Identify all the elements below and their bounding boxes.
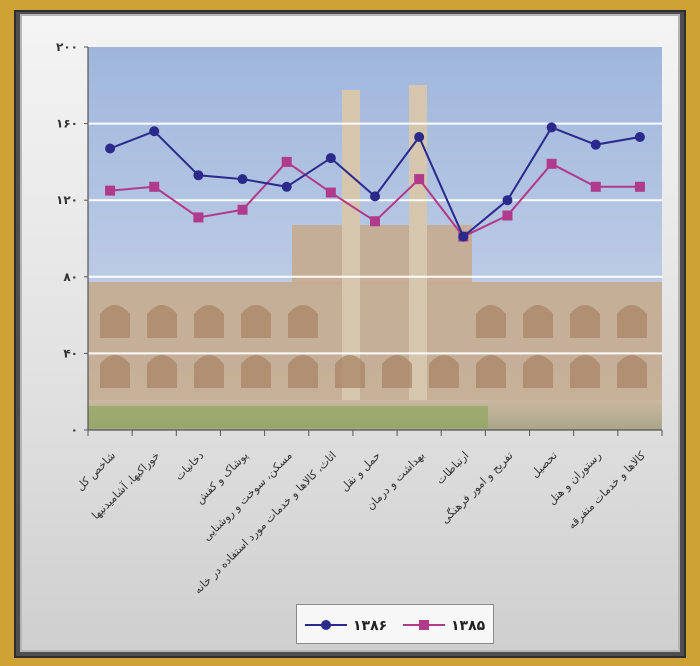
building-facade — [88, 282, 662, 400]
arch-shape — [100, 355, 130, 388]
arch-shape — [476, 305, 506, 338]
arch-shape — [147, 305, 177, 338]
legend-label: ۱۳۸۵ — [451, 618, 486, 634]
y-tick-label: ۱۶۰ — [56, 117, 78, 131]
lawn-area — [88, 406, 488, 428]
data-point — [502, 195, 513, 206]
data-point — [325, 153, 336, 164]
data-point — [325, 187, 336, 198]
arch-shape — [476, 355, 506, 388]
arch-shape — [523, 305, 553, 338]
data-point — [634, 181, 645, 192]
data-point — [458, 231, 469, 242]
data-point — [281, 181, 292, 192]
data-point — [370, 191, 380, 202]
legend-marker — [419, 620, 429, 630]
data-point — [105, 185, 116, 196]
y-tick-label: ۸۰ — [63, 270, 78, 284]
data-point — [237, 174, 248, 185]
right-minaret — [409, 85, 427, 400]
x-tick-label: کالاها و خدمات متفرقه — [565, 448, 648, 531]
arch-shape — [288, 305, 318, 338]
data-series — [105, 122, 645, 242]
y-tick-label: ۲۰۰ — [56, 40, 78, 54]
arch-shape — [288, 355, 318, 388]
left-minaret — [342, 90, 360, 400]
y-axis: ۰ ۴۰ ۸۰ ۱۲۰ ۱۶۰ ۲۰۰ — [56, 40, 89, 437]
data-point — [414, 174, 425, 185]
x-tick-label: تحصیل — [528, 449, 559, 480]
arch-shape — [100, 305, 130, 338]
arcade-arches — [100, 305, 647, 388]
data-point — [634, 132, 645, 143]
arch-shape — [570, 305, 600, 338]
data-point — [502, 210, 513, 221]
arch-shape — [617, 305, 647, 338]
arch-shape — [523, 355, 553, 388]
arch-shape — [335, 355, 365, 388]
y-tick-label: ۱۲۰ — [56, 193, 78, 207]
legend-label: ۱۳۸۶ — [353, 618, 387, 634]
data-point — [546, 158, 557, 169]
data-point — [546, 122, 557, 133]
y-tick-label: ۴۰ — [63, 346, 78, 360]
legend-svg: ۱۳۸۶ ۱۳۸۵ — [305, 618, 486, 634]
arch-shape — [194, 355, 224, 388]
arch-shape — [241, 355, 271, 388]
x-tick-label: حمل و نقل — [338, 449, 383, 494]
x-tick-label: دخانیات — [172, 449, 206, 483]
data-point — [149, 126, 160, 137]
arch-shape — [617, 355, 647, 388]
data-point — [590, 139, 601, 150]
data-point — [281, 156, 292, 167]
x-tick-label: شاخص کل — [74, 449, 118, 493]
y-tick-label: ۰ — [71, 423, 78, 437]
arch-shape — [570, 355, 600, 388]
arch-shape — [429, 355, 459, 388]
x-tick-label: ارتباطات — [434, 449, 472, 487]
arch-shape — [241, 305, 271, 338]
data-point — [414, 132, 425, 143]
arch-shape — [382, 355, 412, 388]
legend-marker — [321, 620, 331, 630]
x-tick-label: مسکن، سوخت و روشنایی — [200, 449, 295, 544]
data-point — [193, 170, 204, 181]
data-point — [237, 204, 248, 215]
data-point — [193, 212, 204, 223]
data-point — [149, 181, 160, 192]
data-point — [370, 216, 380, 227]
data-point — [590, 181, 601, 192]
central-iwan — [292, 225, 472, 285]
arch-shape — [147, 355, 177, 388]
legend: ۱۳۸۶ ۱۳۸۵ — [296, 604, 494, 644]
background-photo — [88, 47, 662, 430]
arch-shape — [194, 305, 224, 338]
data-point — [105, 143, 116, 154]
